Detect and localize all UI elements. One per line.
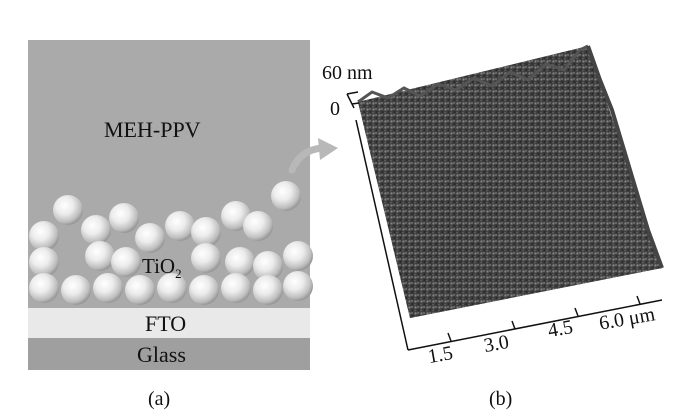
z-axis-zero-label: 0 bbox=[330, 98, 340, 120]
panel-label-b: (b) bbox=[489, 388, 513, 410]
x-tick-label: 3.0 bbox=[482, 331, 511, 358]
tio2-particle bbox=[135, 223, 165, 253]
tio2-particle bbox=[61, 275, 91, 305]
tio2-particle bbox=[81, 215, 111, 245]
tio2-particle bbox=[93, 273, 123, 303]
afm-axes bbox=[355, 119, 663, 351]
meh-ppv-layer: MEH-PPV bbox=[28, 40, 310, 308]
curved-arrow-icon bbox=[288, 138, 338, 174]
z-axis-max-label: 60 nm bbox=[322, 62, 373, 84]
tio2-particle bbox=[221, 273, 251, 303]
x-tick-label: 1.5 bbox=[426, 342, 455, 369]
tio2-particle bbox=[29, 221, 59, 251]
glass-label: Glass bbox=[137, 342, 186, 367]
tio2-particle bbox=[243, 211, 273, 241]
tio2-particle bbox=[191, 217, 221, 247]
tio2-particle bbox=[109, 203, 139, 233]
z-axis bbox=[346, 91, 360, 109]
tio2-particle bbox=[283, 271, 313, 301]
device-cross-section: MEH-PPV FTO Glass bbox=[28, 40, 310, 370]
fto-label: FTO bbox=[145, 311, 187, 336]
meh-ppv-label: MEH-PPV bbox=[104, 117, 201, 142]
x-tick-label: 4.5 bbox=[546, 316, 575, 343]
panel-label-a: (a) bbox=[148, 388, 171, 410]
tio2-particle bbox=[157, 273, 187, 303]
tio2-particle bbox=[253, 275, 283, 305]
tio2-particle bbox=[283, 241, 313, 271]
tio2-particle bbox=[191, 243, 221, 273]
tio2-nanoparticles bbox=[29, 181, 313, 305]
tio2-particle bbox=[111, 247, 141, 277]
tio2-particle bbox=[29, 273, 59, 303]
fto-layer: FTO bbox=[28, 308, 310, 338]
tio2-particle bbox=[165, 211, 195, 241]
tio2-particle bbox=[125, 275, 155, 305]
tio2-particle bbox=[29, 247, 59, 277]
afm-surface bbox=[357, 44, 664, 318]
tio2-particle bbox=[189, 275, 219, 305]
tio2-particle bbox=[85, 241, 115, 271]
tio2-particle bbox=[225, 247, 255, 277]
tio2-label: TiO2 bbox=[142, 254, 182, 282]
tio2-particle bbox=[53, 195, 83, 225]
tio2-particle bbox=[253, 251, 283, 281]
glass-layer: Glass bbox=[28, 338, 310, 370]
tio2-particle bbox=[271, 181, 301, 211]
